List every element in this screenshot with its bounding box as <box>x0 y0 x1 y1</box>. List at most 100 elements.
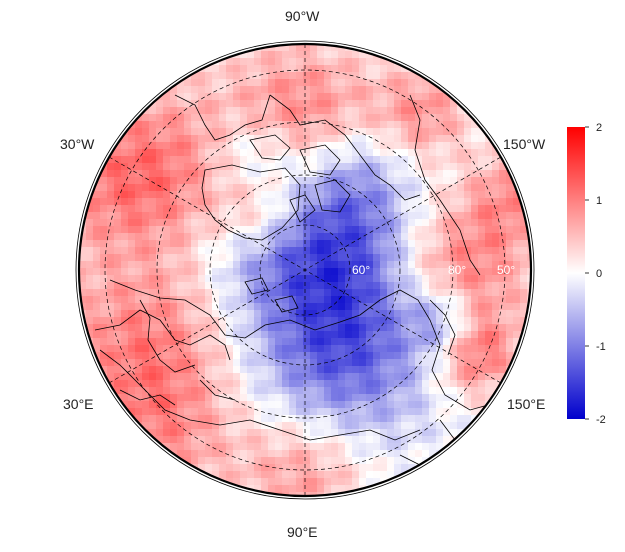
field-cell <box>310 429 318 437</box>
field-cell <box>219 177 227 185</box>
field-cell <box>394 317 402 325</box>
field-cell <box>352 254 360 262</box>
colorbar: 210-1-2 <box>567 122 606 426</box>
field-cell <box>443 212 451 220</box>
field-cell <box>310 114 318 122</box>
field-cell <box>170 135 178 143</box>
field-cell <box>317 464 325 472</box>
field-cell <box>436 401 444 409</box>
field-cell <box>352 65 360 73</box>
field-cell <box>310 373 318 381</box>
field-cell <box>226 100 234 108</box>
field-cell <box>282 443 290 451</box>
field-cell <box>282 205 290 213</box>
field-cell <box>331 212 339 220</box>
field-cell <box>422 436 430 444</box>
lon-label-upper-left: 30°W <box>60 136 95 152</box>
field-cell <box>492 219 500 227</box>
field-cell <box>212 289 220 297</box>
field-cell <box>324 331 332 339</box>
field-cell <box>170 156 178 164</box>
field-cell <box>359 268 367 276</box>
field-cell <box>142 310 150 318</box>
field-cell <box>485 317 493 325</box>
field-cell <box>93 240 101 248</box>
field-cell <box>191 86 199 94</box>
field-cell <box>282 338 290 346</box>
field-cell <box>254 352 262 360</box>
field-cell <box>324 352 332 360</box>
field-cell <box>226 429 234 437</box>
field-cell <box>303 156 311 164</box>
field-cell <box>380 226 388 234</box>
field-cell <box>212 261 220 269</box>
field-cell <box>156 212 164 220</box>
field-cell <box>177 352 185 360</box>
field-cell <box>513 282 521 290</box>
field-cell <box>205 233 213 241</box>
field-cell <box>121 149 129 157</box>
field-cell <box>86 226 94 234</box>
field-cell <box>303 100 311 108</box>
field-cell <box>93 310 101 318</box>
field-cell <box>366 282 374 290</box>
field-cell <box>408 72 416 80</box>
lat-label-50: 50° <box>497 263 515 277</box>
field-cell <box>464 345 472 353</box>
field-cell <box>163 184 171 192</box>
field-cell <box>100 170 108 178</box>
field-cell <box>240 429 248 437</box>
field-cell <box>163 107 171 115</box>
field-cell <box>394 184 402 192</box>
field-cell <box>373 310 381 318</box>
field-cell <box>86 268 94 276</box>
field-cell <box>86 282 94 290</box>
field-cell <box>128 303 136 311</box>
field-cell <box>408 156 416 164</box>
field-cell <box>303 422 311 430</box>
field-cell <box>149 240 157 248</box>
field-cell <box>401 100 409 108</box>
field-cell <box>282 58 290 66</box>
field-cell <box>212 303 220 311</box>
field-cell <box>506 275 514 283</box>
field-cell <box>261 450 269 458</box>
field-cell <box>436 254 444 262</box>
field-cell <box>331 289 339 297</box>
field-cell <box>233 352 241 360</box>
field-cell <box>422 128 430 136</box>
field-cell <box>366 135 374 143</box>
field-cell <box>163 387 171 395</box>
field-cell <box>499 373 507 381</box>
field-cell <box>408 142 416 150</box>
field-cell <box>422 387 430 395</box>
field-cell <box>401 170 409 178</box>
field-cell <box>429 100 437 108</box>
field-cell <box>499 317 507 325</box>
field-cell <box>324 422 332 430</box>
field-cell <box>310 401 318 409</box>
field-cell <box>128 170 136 178</box>
field-cell <box>149 366 157 374</box>
field-cell <box>268 352 276 360</box>
lat-label-80: 80° <box>448 263 466 277</box>
field-cell <box>233 163 241 171</box>
field-cell <box>163 275 171 283</box>
field-cell <box>247 366 255 374</box>
field-cell <box>233 373 241 381</box>
field-cell <box>219 247 227 255</box>
field-cell <box>156 205 164 213</box>
field-cell <box>156 86 164 94</box>
field-cell <box>499 359 507 367</box>
field-cell <box>261 170 269 178</box>
field-cell <box>478 282 486 290</box>
field-cell <box>366 317 374 325</box>
field-cell <box>401 156 409 164</box>
field-cell <box>233 142 241 150</box>
field-cell <box>177 401 185 409</box>
field-cell <box>233 324 241 332</box>
field-cell <box>240 317 248 325</box>
field-cell <box>135 233 143 241</box>
field-cell <box>261 380 269 388</box>
field-cell <box>233 58 241 66</box>
